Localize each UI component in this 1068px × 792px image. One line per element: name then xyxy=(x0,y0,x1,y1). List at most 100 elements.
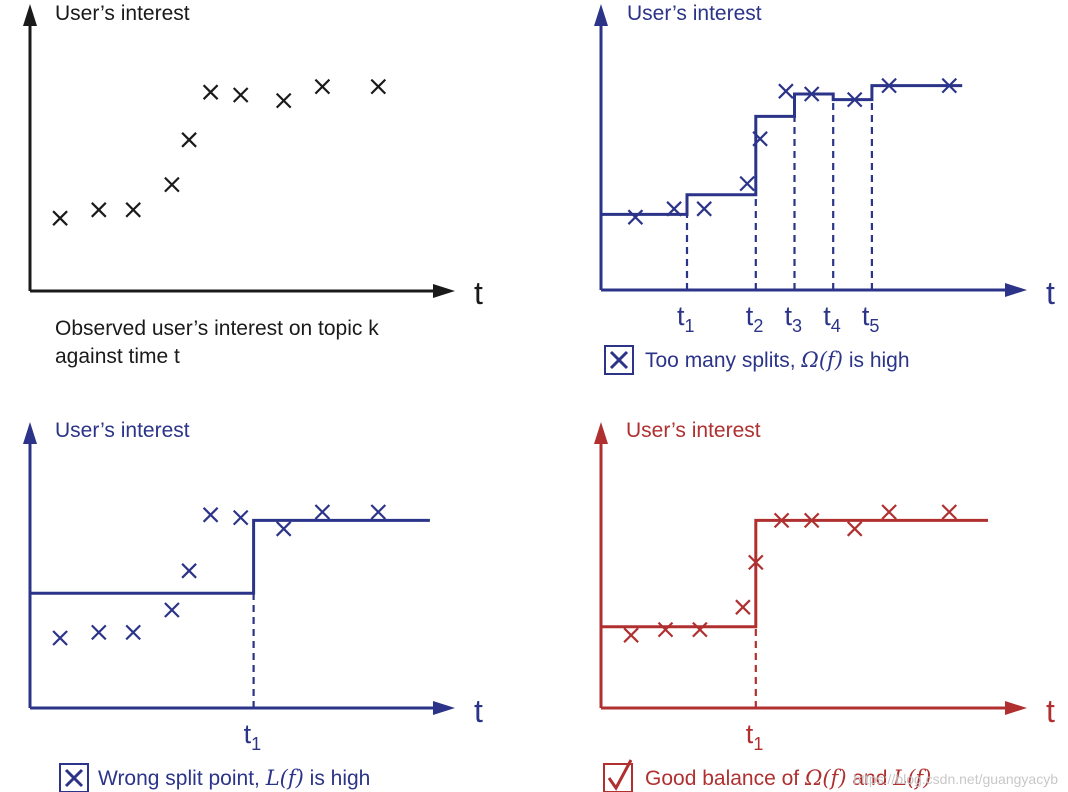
cross-checkbox-icon xyxy=(59,763,89,792)
cross-mark-icon xyxy=(64,768,84,788)
panel-good-balance-marks: t1 xyxy=(601,504,988,754)
data-point-cross xyxy=(314,504,331,520)
data-point-cross xyxy=(91,202,107,218)
caption-prefix: Wrong split point, xyxy=(98,767,266,790)
data-point-cross xyxy=(232,509,249,526)
data-point-cross xyxy=(164,176,180,193)
caption-suffix: is high xyxy=(843,349,910,372)
split-tick-label: t4 xyxy=(823,301,841,336)
panel-observed: User’s interest t Observed user’s intere… xyxy=(23,2,483,368)
split-tick-base: t xyxy=(746,301,754,331)
panel-observed-caption-line2: against time t xyxy=(55,345,180,368)
data-point-cross xyxy=(623,627,639,643)
data-point-cross xyxy=(125,202,141,218)
data-point-cross xyxy=(696,201,712,217)
data-point-cross xyxy=(370,504,387,520)
data-point-cross xyxy=(164,602,180,618)
panel-wrong-split-y-label: User’s interest xyxy=(55,419,190,442)
data-point-cross xyxy=(778,83,794,99)
split-tick-label: t3 xyxy=(785,301,803,336)
data-point-cross xyxy=(803,512,820,529)
panel-many-splits-x-label: t xyxy=(1046,275,1055,311)
panel-good-balance-y-arrow xyxy=(594,422,608,444)
split-tick-label: t1 xyxy=(244,719,262,754)
split-tick-base: t xyxy=(746,719,754,749)
split-tick-subscript: 4 xyxy=(831,316,841,336)
panel-many-splits: User’s interest t t1 t2 t3 t4 t5 Too many sp… xyxy=(594,2,1055,375)
panel-wrong-split-caption-text: Wrong split point, L(f) is high xyxy=(98,766,370,790)
data-point-cross xyxy=(666,201,682,217)
data-point-cross xyxy=(275,521,292,537)
panel-observed-y-arrow xyxy=(23,4,37,26)
panel-many-splits-marks: t1 t2 t3 t4 t5 xyxy=(601,77,963,336)
data-point-cross xyxy=(748,554,764,571)
data-point-cross xyxy=(181,132,197,148)
panel-many-splits-y-arrow xyxy=(594,4,608,26)
data-point-cross xyxy=(627,209,644,225)
caption-symbol: Ω(f) xyxy=(804,766,847,790)
panel-wrong-split-x-label: t xyxy=(474,693,483,729)
caption-symbol: Ω(f) xyxy=(800,348,843,372)
caption-prefix: Good balance of xyxy=(645,767,805,790)
split-tick-label: t5 xyxy=(862,301,880,336)
data-point-cross xyxy=(773,512,790,529)
panel-observed-caption-line1: Observed user’s interest on topic k xyxy=(55,317,379,340)
split-tick-label: t1 xyxy=(746,719,764,754)
split-tick-subscript: 2 xyxy=(753,316,763,336)
panel-observed-y-label: User’s interest xyxy=(55,2,190,25)
data-point-cross xyxy=(735,599,751,615)
panel-good-balance-caption-text: Good balance of Ω(f) and L(f) xyxy=(645,766,931,790)
step-function-line xyxy=(30,518,430,595)
data-point-cross xyxy=(941,77,958,94)
data-point-cross xyxy=(202,84,219,100)
panel-good-balance: User’s interest t t1 Good balance of Ω(f… xyxy=(594,419,1055,792)
data-point-cross xyxy=(314,78,331,95)
caption-middle: and xyxy=(847,767,894,790)
caption-suffix: is high xyxy=(304,767,371,790)
split-tick-label: t2 xyxy=(746,301,764,336)
panel-good-balance-caption: Good balance of Ω(f) and L(f) xyxy=(603,759,931,792)
panel-good-balance-x-label: t xyxy=(1046,693,1055,729)
data-point-cross xyxy=(846,521,863,537)
check-checkbox-icon xyxy=(603,763,633,792)
data-point-cross xyxy=(803,86,820,102)
cross-checkbox-icon xyxy=(604,345,634,375)
panel-wrong-split: User’s interest t t1 Wrong split point, … xyxy=(23,419,483,792)
split-tick-base: t xyxy=(785,301,793,331)
panel-observed-marks xyxy=(52,78,387,226)
data-point-cross xyxy=(91,624,107,641)
data-point-cross xyxy=(692,621,708,638)
split-tick-subscript: 1 xyxy=(753,734,763,754)
split-tick-base: t xyxy=(823,301,831,331)
data-point-cross xyxy=(752,131,768,147)
check-mark-icon xyxy=(607,759,633,791)
split-tick-subscript: 5 xyxy=(869,316,879,336)
data-point-cross xyxy=(275,92,292,109)
panel-many-splits-x-arrow xyxy=(1005,283,1027,297)
panel-wrong-split-x-arrow xyxy=(433,701,455,715)
step-function-line xyxy=(601,518,988,629)
data-point-cross xyxy=(232,87,249,103)
data-point-cross xyxy=(370,78,387,95)
panel-good-balance-x-arrow xyxy=(1005,701,1027,715)
cross-mark-icon xyxy=(609,350,629,370)
caption-symbol2: L(f) xyxy=(892,766,931,790)
panel-observed-x-label: t xyxy=(474,275,483,311)
panel-many-splits-caption: Too many splits, Ω(f) is high xyxy=(604,345,910,375)
panel-wrong-split-caption: Wrong split point, L(f) is high xyxy=(59,763,370,792)
caption-prefix: Too many splits, xyxy=(645,349,801,372)
caption-symbol: L(f) xyxy=(265,766,304,790)
data-point-cross xyxy=(181,563,197,579)
panel-many-splits-y-label: User’s interest xyxy=(627,2,762,25)
panel-good-balance-y-label: User’s interest xyxy=(626,419,761,442)
panel-wrong-split-marks: t1 xyxy=(30,504,430,754)
panel-many-splits-caption-text: Too many splits, Ω(f) is high xyxy=(645,348,910,372)
data-point-cross xyxy=(846,91,863,108)
split-tick-base: t xyxy=(862,301,870,331)
data-point-cross xyxy=(125,624,141,641)
split-tick-base: t xyxy=(244,719,252,749)
panel-observed-x-arrow xyxy=(433,284,455,298)
data-point-cross xyxy=(52,630,68,646)
panel-wrong-split-y-arrow xyxy=(23,422,37,444)
